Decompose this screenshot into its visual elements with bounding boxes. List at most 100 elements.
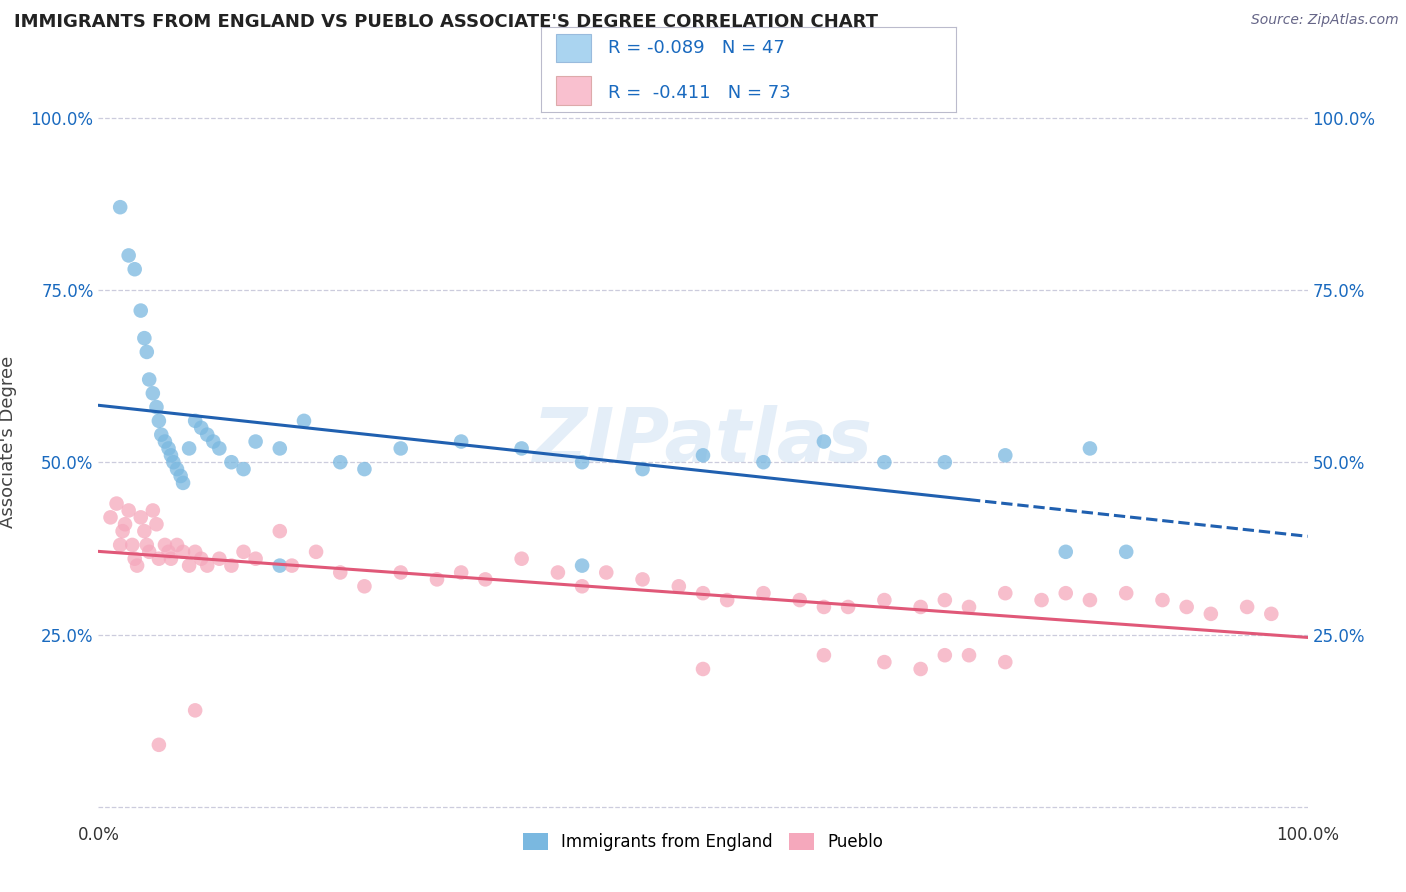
Point (389, 442, 412, 456)
Point (1078, 442, 1101, 456)
Point (179, 558, 201, 573)
Point (138, 372, 160, 386)
Point (157, 545, 180, 559)
Point (190, 551, 212, 566)
Point (134, 524, 156, 538)
Point (105, 497, 128, 511)
Point (571, 579, 593, 593)
Point (111, 524, 134, 538)
Point (190, 421, 212, 435)
Point (208, 442, 231, 456)
Point (595, 566, 617, 580)
Point (145, 517, 167, 532)
Point (994, 655, 1017, 669)
Point (813, 599, 835, 614)
Point (121, 538, 143, 552)
Point (292, 414, 315, 428)
Text: R = -0.089   N = 47: R = -0.089 N = 47 (607, 39, 785, 57)
Point (910, 599, 932, 614)
Point (450, 434, 472, 449)
Point (353, 462, 375, 476)
Point (118, 248, 141, 262)
Point (153, 538, 176, 552)
FancyBboxPatch shape (555, 34, 591, 62)
Point (716, 593, 738, 607)
Point (108, 200, 131, 214)
Point (752, 586, 775, 600)
Point (1115, 545, 1137, 559)
Point (1260, 607, 1282, 621)
Point (813, 434, 835, 449)
Point (631, 573, 654, 587)
Point (221, 455, 243, 469)
Point (157, 442, 180, 456)
Point (389, 566, 412, 580)
Point (1152, 593, 1174, 607)
Point (571, 455, 593, 469)
Point (202, 434, 225, 449)
Point (692, 586, 714, 600)
Point (150, 427, 173, 442)
Point (547, 566, 569, 580)
Point (135, 345, 157, 359)
Text: R =  -0.411   N = 73: R = -0.411 N = 73 (607, 84, 790, 102)
Point (426, 573, 449, 587)
Point (118, 503, 141, 517)
Legend: Immigrants from England, Pueblo: Immigrants from England, Pueblo (516, 826, 890, 858)
Point (145, 400, 167, 414)
Point (994, 586, 1017, 600)
Point (510, 442, 533, 456)
Point (934, 593, 956, 607)
Point (172, 545, 194, 559)
Point (162, 455, 184, 469)
Point (571, 558, 593, 573)
Point (153, 434, 176, 449)
Point (129, 303, 152, 318)
Point (1115, 586, 1137, 600)
Point (934, 648, 956, 663)
Point (142, 386, 165, 401)
Point (957, 599, 980, 614)
Point (232, 545, 254, 559)
Point (510, 551, 533, 566)
Point (873, 455, 896, 469)
Point (631, 462, 654, 476)
Point (142, 503, 165, 517)
Point (994, 448, 1017, 462)
Point (245, 551, 267, 566)
Text: Source: ZipAtlas.com: Source: ZipAtlas.com (1251, 13, 1399, 28)
Point (184, 414, 207, 428)
Point (752, 455, 775, 469)
Text: ZIPatlas: ZIPatlas (533, 405, 873, 478)
Point (108, 538, 131, 552)
Point (221, 558, 243, 573)
Point (692, 662, 714, 676)
Point (245, 434, 267, 449)
Point (184, 545, 207, 559)
Point (1175, 599, 1198, 614)
Point (837, 599, 859, 614)
Point (269, 442, 291, 456)
Point (114, 517, 136, 532)
Point (789, 593, 811, 607)
Point (1054, 545, 1077, 559)
Point (160, 448, 183, 462)
Point (148, 551, 170, 566)
Point (281, 558, 304, 573)
Point (1054, 586, 1077, 600)
Point (184, 703, 207, 717)
Point (179, 442, 201, 456)
Point (305, 545, 328, 559)
Point (474, 573, 496, 587)
Point (910, 662, 932, 676)
FancyBboxPatch shape (555, 76, 591, 104)
Point (195, 427, 218, 442)
Point (208, 551, 231, 566)
Point (135, 538, 157, 552)
Point (148, 738, 170, 752)
Point (127, 558, 149, 573)
Point (1236, 599, 1258, 614)
Point (813, 648, 835, 663)
Point (129, 510, 152, 524)
Point (450, 566, 472, 580)
